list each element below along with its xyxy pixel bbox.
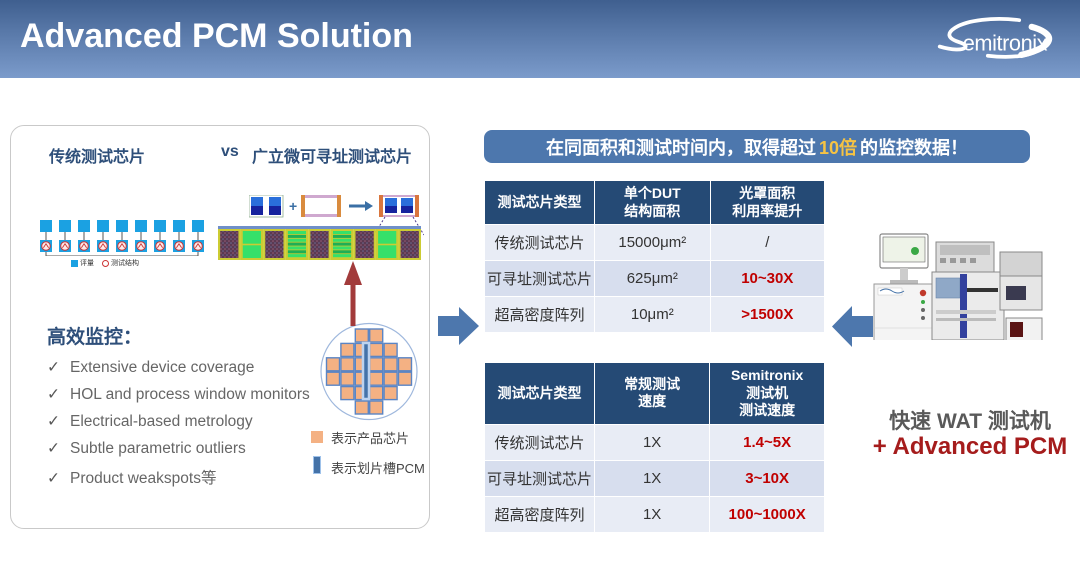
svg-text:emitronix: emitronix [963, 30, 1048, 55]
svg-text:+: + [289, 198, 297, 214]
